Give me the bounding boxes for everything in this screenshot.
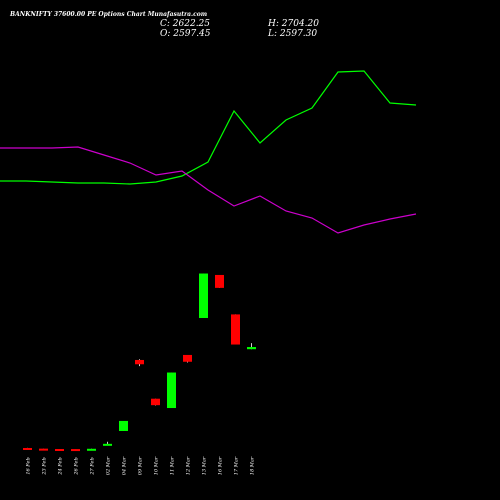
candle-body-up	[87, 448, 96, 451]
x-tick-label: 10 Mar	[154, 456, 160, 475]
candle-body-down	[39, 448, 48, 451]
high-value: 2704.20	[281, 19, 319, 29]
candle-body-up	[247, 347, 256, 350]
candle	[183, 354, 192, 363]
candle-body-down	[23, 447, 32, 450]
candle-body-down	[215, 274, 224, 288]
open-readout: O: 2597.45	[160, 29, 211, 39]
candle	[167, 372, 176, 409]
low-label: L:	[268, 29, 278, 39]
candle	[215, 274, 224, 288]
candle	[103, 441, 112, 446]
x-tick-label: 13 Mar	[202, 456, 208, 475]
x-tick-label: 11 Mar	[170, 456, 176, 475]
candle-body-down	[55, 448, 64, 451]
low-readout: L: 2597.30	[268, 29, 317, 39]
x-tick-label: 02 Mar	[106, 456, 112, 475]
x-tick-label: 23 Feb	[42, 457, 48, 475]
x-tick-label: 09 Mar	[138, 456, 144, 475]
x-tick-label: 12 Mar	[186, 456, 192, 475]
close-label: C:	[160, 19, 170, 29]
candle-body-down	[71, 449, 80, 452]
candle	[87, 448, 96, 451]
candle-body-down	[135, 359, 144, 365]
x-tick-label: 27 Feb	[90, 457, 96, 475]
x-tick-label: 16 Mar	[218, 456, 224, 475]
x-tick-label: 24 Feb	[58, 457, 64, 475]
green-line-series	[0, 70, 417, 185]
x-tick-label: 18 Mar	[250, 456, 256, 475]
candle	[39, 448, 48, 451]
close-value: 2622.25	[172, 19, 211, 29]
open-value: 2597.45	[173, 29, 211, 39]
close-readout: C: 2622.25	[160, 19, 210, 29]
candle	[119, 420, 128, 431]
high-readout: H: 2704.20	[268, 19, 319, 29]
x-tick-label: 17 Mar	[234, 456, 240, 475]
chart-title: BANKNIFTY 37600.00 PE Options Chart Muna…	[10, 11, 208, 18]
magenta-line-series	[0, 146, 417, 234]
candle-body-up	[119, 420, 128, 431]
candle	[199, 273, 208, 318]
candle-body-up	[103, 443, 112, 446]
candle	[135, 359, 144, 367]
x-tick-label: 04 Mar	[122, 456, 128, 475]
candle	[23, 447, 32, 450]
candle-body-up	[167, 372, 176, 409]
candle	[71, 449, 80, 452]
candle	[231, 314, 240, 345]
candle-body-up	[199, 273, 208, 318]
candle-body-down	[151, 398, 160, 406]
x-axis-labels: 16 Feb 23 Feb 24 Feb 26 Feb 27 Feb 02 Mar 04 M…	[26, 456, 256, 475]
candle-body-down	[183, 354, 192, 362]
x-tick-label: 16 Feb	[26, 457, 32, 474]
candle-body-down	[231, 314, 240, 345]
x-tick-label: 26 Feb	[74, 457, 80, 475]
low-value: 2597.30	[279, 29, 318, 39]
open-label: O:	[160, 29, 171, 39]
candle	[55, 448, 64, 451]
high-label: H:	[268, 19, 279, 29]
candles-group	[23, 273, 256, 452]
candle	[247, 343, 256, 350]
candle	[151, 398, 160, 406]
